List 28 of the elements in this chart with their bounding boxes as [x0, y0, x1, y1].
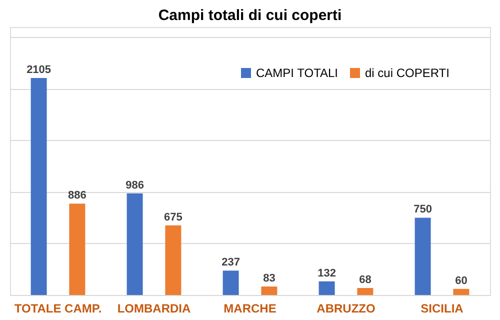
- legend-label: CAMPI TOTALI: [256, 66, 338, 80]
- x-tick-label: SICILIA: [420, 302, 464, 316]
- data-label: 750: [414, 204, 432, 216]
- x-tick-label: MARCHE: [224, 302, 276, 316]
- bar: [453, 288, 470, 295]
- data-label: 237: [222, 256, 240, 269]
- data-label: 68: [359, 274, 372, 286]
- legend-label: di cui COPERTI: [365, 66, 450, 80]
- bar: [126, 193, 143, 295]
- data-label: 675: [164, 211, 182, 224]
- bar: [30, 78, 47, 295]
- data-label: 83: [263, 272, 276, 284]
- bar: [222, 270, 239, 295]
- bar: [261, 286, 278, 295]
- bar: [357, 288, 374, 295]
- x-tick-label: LOMBARDIA: [117, 302, 191, 316]
- data-label: 2105: [26, 64, 52, 76]
- bar: [69, 204, 86, 295]
- data-label: 986: [126, 179, 144, 192]
- bar: [414, 218, 431, 295]
- bar: [318, 281, 335, 295]
- x-tick-label: TOTALE CAMP.: [14, 302, 102, 316]
- data-label: 132: [318, 267, 336, 280]
- chart-title: Campi totali di cui coperti: [158, 7, 342, 24]
- data-label: 60: [455, 274, 468, 287]
- data-label: 886: [68, 190, 86, 202]
- x-tick-label: ABRUZZO: [316, 302, 376, 316]
- bar: [165, 225, 182, 295]
